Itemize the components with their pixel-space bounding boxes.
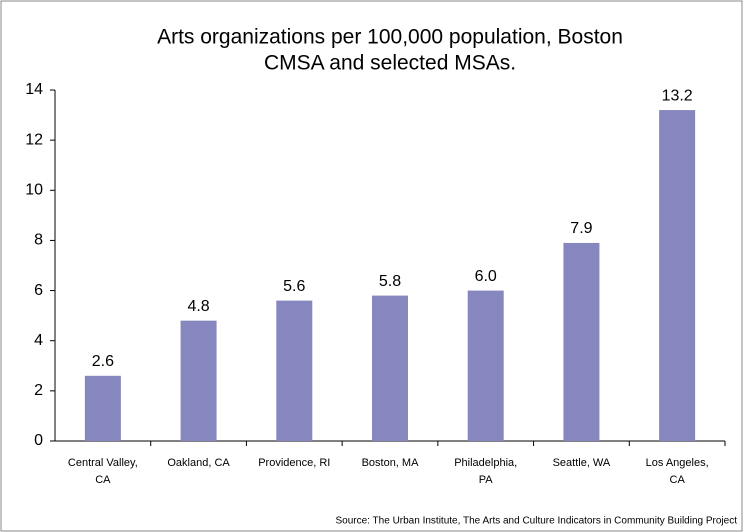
y-tick-label: 10 xyxy=(25,182,43,199)
y-tick-label: 8 xyxy=(34,232,43,249)
y-tick-label: 0 xyxy=(34,432,43,449)
value-label: 5.6 xyxy=(283,278,305,295)
y-tick-label: 4 xyxy=(34,332,43,349)
chart-title: CMSA and selected MSAs. xyxy=(264,52,516,75)
x-tick-label: Seattle, WA xyxy=(552,457,611,469)
bar xyxy=(84,375,121,441)
bar xyxy=(180,320,217,441)
bar xyxy=(372,295,408,441)
value-label: 6.0 xyxy=(475,268,497,285)
chart-title: Arts organizations per 100,000 populatio… xyxy=(157,26,623,49)
x-tick-label: Boston, MA xyxy=(361,457,419,469)
source-note: Source: The Urban Institute, The Arts an… xyxy=(336,516,738,527)
value-label: 13.2 xyxy=(662,87,693,104)
value-label: 2.6 xyxy=(92,353,114,370)
bar xyxy=(276,300,313,441)
bar xyxy=(467,290,504,441)
y-tick-label: 14 xyxy=(25,81,43,98)
y-tick-label: 2 xyxy=(34,382,43,399)
value-label: 5.8 xyxy=(379,273,401,290)
x-tick-label: Oakland, CA xyxy=(167,457,230,469)
value-label: 7.9 xyxy=(570,220,592,237)
y-tick-label: 12 xyxy=(25,131,43,148)
value-label: 4.8 xyxy=(187,298,209,315)
x-tick-label: Providence, RI xyxy=(258,457,331,469)
x-tick-label: Los Angeles, CA xyxy=(645,457,709,486)
y-tick-label: 6 xyxy=(34,282,43,299)
bar xyxy=(659,110,696,442)
bar xyxy=(563,242,600,441)
x-tick-label: Central Valley, CA xyxy=(67,457,138,486)
x-tick-label: Philadelphia, PA xyxy=(454,457,518,486)
